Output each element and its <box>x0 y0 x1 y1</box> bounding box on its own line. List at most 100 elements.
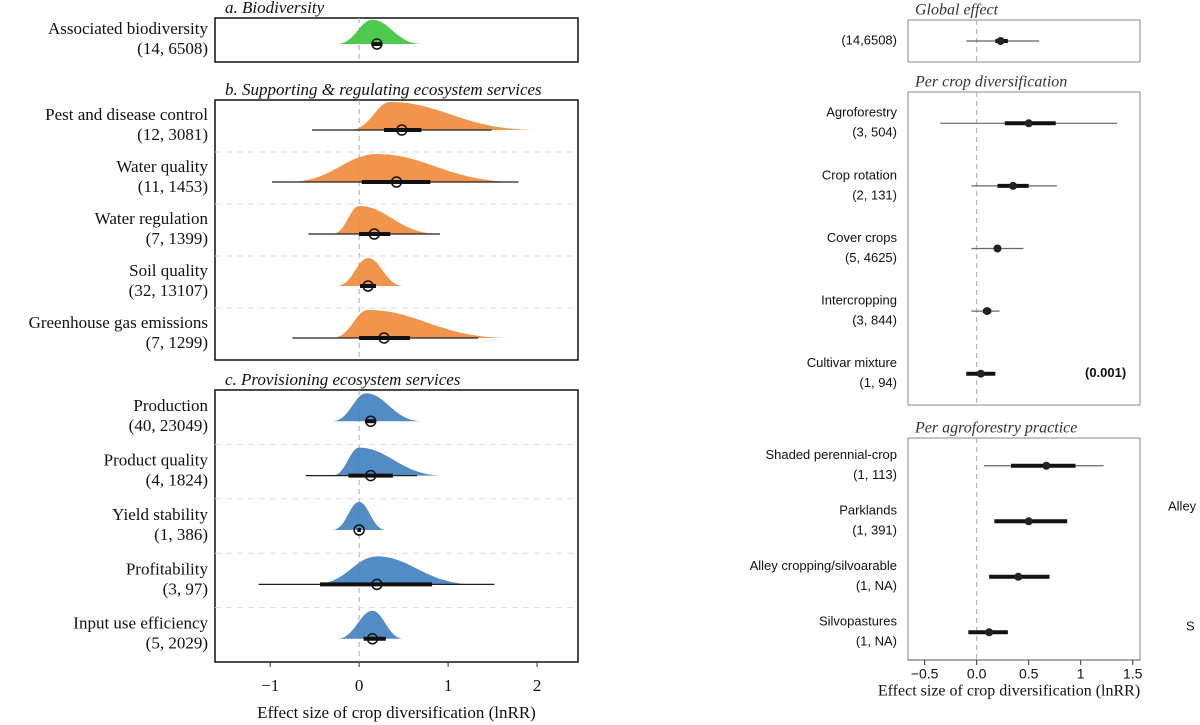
annotation: (0.001) <box>1085 365 1126 380</box>
row-count: (2, 131) <box>852 187 897 202</box>
row-count: (3, 844) <box>852 313 897 328</box>
density <box>336 19 422 44</box>
row-label: Pest and disease control <box>45 105 208 124</box>
row-count: (11, 1453) <box>138 177 208 196</box>
row-count: (12, 3081) <box>137 125 208 144</box>
estimate-point <box>1042 461 1051 470</box>
x-axis-label: Effect size of crop diversification (lnR… <box>878 683 1140 700</box>
estimate-point <box>378 332 390 344</box>
row-count: (14, 6508) <box>137 39 208 58</box>
x-tick-label: −0.5 <box>911 666 939 682</box>
estimate-point <box>371 38 383 50</box>
row-count: (1, 391) <box>852 523 897 538</box>
row-count: (5, 2029) <box>146 634 208 653</box>
row-label: Yield stability <box>112 505 208 524</box>
row-count: (1, 386) <box>154 525 208 544</box>
row-label: Silvopastures <box>819 614 898 629</box>
estimate-point <box>390 176 403 188</box>
row-count: (1, 113) <box>853 467 897 482</box>
estimate-point <box>983 307 992 316</box>
estimate-point <box>396 124 408 136</box>
row-label: Shaded perennial-crop <box>765 447 897 462</box>
panel-box <box>907 437 1141 661</box>
x-tick-label: 0.5 <box>1019 666 1039 682</box>
row-count: (1, 94) <box>859 375 897 390</box>
x-axis-label: Effect size of crop diversification (lnR… <box>257 703 536 722</box>
row-label: Parklands <box>839 503 897 518</box>
estimate-point <box>985 628 994 637</box>
density <box>314 556 475 585</box>
row-label: Crop rotation <box>822 167 897 182</box>
estimate-point <box>996 37 1005 45</box>
x-tick-label: 2 <box>533 676 542 695</box>
estimate-point <box>993 244 1002 253</box>
estimate-point <box>368 228 381 240</box>
x-tick-label: −1 <box>261 676 279 695</box>
row-count: (1, NA) <box>856 634 897 649</box>
density <box>332 206 440 234</box>
x-tick-label: 0.0 <box>967 666 987 682</box>
row-count: (14,6508) <box>841 32 897 47</box>
estimate-point <box>1014 572 1023 581</box>
x-tick-label: 1 <box>444 676 453 695</box>
row-count: (3, 504) <box>852 125 897 140</box>
row-count: (3, 97) <box>163 579 208 598</box>
row-count: (32, 13107) <box>129 281 208 300</box>
estimate-point <box>353 524 365 536</box>
row-label: Water quality <box>116 157 208 176</box>
panel-box <box>907 19 1141 63</box>
row-label: Production <box>133 396 208 415</box>
panel-title: c. Provisioning ecosystem services <box>225 370 461 389</box>
panel-title: Per crop diversification <box>914 74 1067 91</box>
row-count: (4, 1824) <box>146 471 208 490</box>
estimate-point <box>366 633 379 645</box>
x-tick-label: 0 <box>355 676 364 695</box>
density <box>287 154 520 182</box>
estimate-point <box>1024 517 1033 526</box>
density <box>336 610 404 639</box>
row-label: Associated biodiversity <box>48 19 209 38</box>
estimate-point <box>976 369 985 378</box>
density <box>332 447 444 476</box>
row-label: Input use efficiency <box>73 614 208 633</box>
density <box>332 502 386 530</box>
row-label: Cover crops <box>827 230 898 245</box>
panel-title: b. Supporting & regulating ecosystem ser… <box>225 80 542 99</box>
panel-title: a. Biodiversity <box>225 0 325 17</box>
row-label: Greenhouse gas emissions <box>29 313 208 332</box>
panel-box <box>907 91 1141 406</box>
density <box>332 393 422 422</box>
estimate-point <box>364 469 377 482</box>
row-label: Soil quality <box>129 261 208 280</box>
row-label: Water regulation <box>95 209 209 228</box>
estimate-point <box>1009 181 1018 190</box>
row-label: Alley cropping/silvoarable <box>750 558 897 573</box>
clipped-label: S <box>1186 618 1195 633</box>
row-label: Intercropping <box>821 293 897 308</box>
density <box>332 310 511 338</box>
estimate-point <box>1024 119 1033 128</box>
row-count: (5, 4625) <box>845 250 897 265</box>
panel-title: Global effect <box>915 2 999 19</box>
panel-title: Per agroforestry practice <box>914 420 1077 437</box>
density <box>336 258 404 286</box>
row-count: (1, NA) <box>856 578 897 593</box>
row-count: (40, 23049) <box>129 416 208 435</box>
x-tick-label: 1 <box>1077 666 1085 682</box>
row-count: (7, 1299) <box>146 333 208 352</box>
row-label: Agroforestry <box>826 105 897 120</box>
row-label: Cultivar mixture <box>807 355 897 370</box>
row-label: Product quality <box>104 451 209 470</box>
density <box>350 102 538 130</box>
x-tick-label: 1.5 <box>1123 666 1143 682</box>
estimate-point <box>371 578 383 591</box>
panel-box <box>214 17 579 63</box>
row-label: Profitability <box>126 559 209 578</box>
panel-box <box>214 99 579 361</box>
clipped-label: Alley <box>1168 498 1197 513</box>
estimate-point <box>362 280 374 292</box>
row-count: (7, 1399) <box>146 229 208 248</box>
estimate-point <box>364 415 377 427</box>
panel-box <box>214 389 579 663</box>
